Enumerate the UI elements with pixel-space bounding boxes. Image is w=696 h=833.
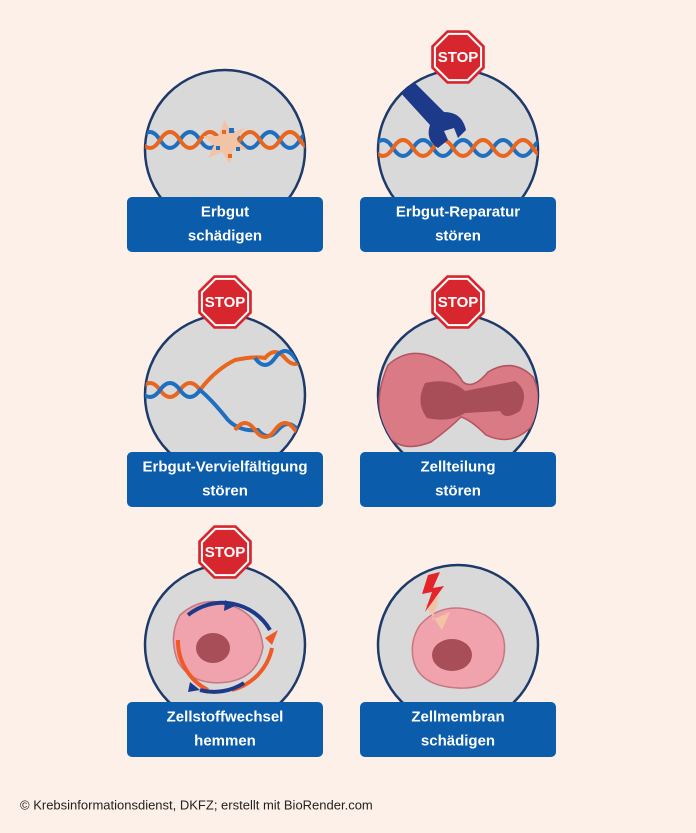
label-box: [127, 452, 323, 507]
label-line: schädigen: [421, 732, 495, 749]
stop-sign-border: [200, 527, 250, 577]
label-line: Erbgut-Reparatur: [396, 203, 520, 220]
dna-damage: [145, 120, 305, 164]
label-line: Zellteilung: [421, 458, 496, 475]
stop-sign: [431, 275, 485, 329]
label-box: [127, 702, 323, 757]
cell-metabolism: [172, 600, 278, 694]
credit: © Krebsinformationsdienst, DKFZ; erstell…: [20, 797, 373, 812]
stop-sign-border: [200, 277, 250, 327]
label-box: [360, 197, 556, 252]
stop-sign: [431, 30, 485, 84]
label-box: [360, 452, 556, 507]
label-line: stören: [202, 482, 248, 499]
stop-text: STOP: [438, 49, 479, 66]
label-box: [360, 702, 556, 757]
label-box: [127, 197, 323, 252]
label-line: Erbgut-Vervielfältigung: [142, 458, 307, 475]
dna-repair: [378, 80, 538, 158]
label-line: Erbgut: [201, 203, 249, 220]
label-line: stören: [435, 227, 481, 244]
label-line: Zellmembran: [411, 708, 504, 725]
label-line: stören: [435, 482, 481, 499]
stop-sign-border: [433, 277, 483, 327]
label-line: schädigen: [188, 227, 262, 244]
label-line: hemmen: [194, 732, 256, 749]
cell-division: [378, 352, 538, 448]
stop-text: STOP: [205, 294, 246, 311]
label-line: Zellstoffwechsel: [167, 708, 284, 725]
stop-text: STOP: [438, 294, 479, 311]
stop-sign: [198, 525, 252, 579]
stop-text: STOP: [205, 544, 246, 561]
stop-sign-border: [433, 32, 483, 82]
stop-sign: [198, 275, 252, 329]
cell-membrane: [411, 572, 506, 689]
